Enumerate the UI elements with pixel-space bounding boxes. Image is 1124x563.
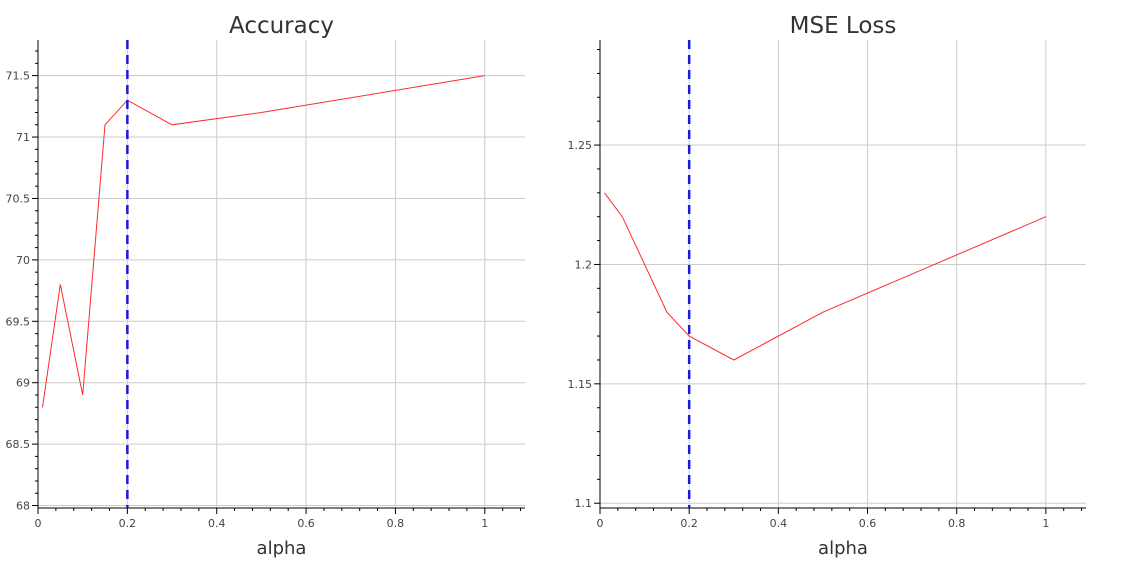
y-tick-label: 71 [16,131,30,144]
chart-title: MSE Loss [790,13,897,39]
y-tick-label: 68 [16,500,30,513]
x-axis-label: alpha [257,538,307,559]
y-tick-label: 69 [16,377,30,390]
x-tick-label: 0.2 [680,517,698,530]
x-tick-label: 0.8 [948,517,966,530]
y-tick-label: 69.5 [6,315,31,328]
x-axis-label: alpha [818,538,868,559]
data-series-line [42,75,485,408]
y-tick-label: 70.5 [6,192,31,205]
x-tick-label: 0.4 [208,517,226,530]
x-tick-label: 0.8 [387,517,405,530]
x-tick-label: 0.6 [297,517,315,530]
x-tick-label: 1 [1042,517,1049,530]
mse-loss-panel: 0 0.2 0.4 0.6 0.8 1 1.1 1.15 1.2 1.25 MSE Loss alph… [568,13,1086,559]
chart-title: Accuracy [229,13,334,39]
x-tick-label: 1 [481,517,488,530]
plot-area [38,40,525,508]
accuracy-panel: 0 0.2 0.4 0.6 0.8 1 68 68.5 69 69.5 70 70.5 71 71.5 Ac… [6,13,525,559]
x-tick-label: 0.2 [119,517,137,530]
y-tick-label: 71.5 [6,70,31,83]
y-tick-label: 70 [16,254,30,267]
x-tick-label: 0 [35,517,42,530]
x-tick-label: 0 [597,517,604,530]
y-tick-label: 68.5 [6,438,31,451]
y-tick-label: 1.25 [568,139,593,152]
x-tick-label: 0.4 [770,517,788,530]
y-tick-label: 1.2 [575,258,593,271]
x-tick-label: 0.6 [859,517,877,530]
plot-area [600,40,1086,508]
y-tick-label: 1.15 [568,378,593,391]
y-tick-label: 1.1 [575,497,593,510]
data-series-line [604,192,1047,361]
